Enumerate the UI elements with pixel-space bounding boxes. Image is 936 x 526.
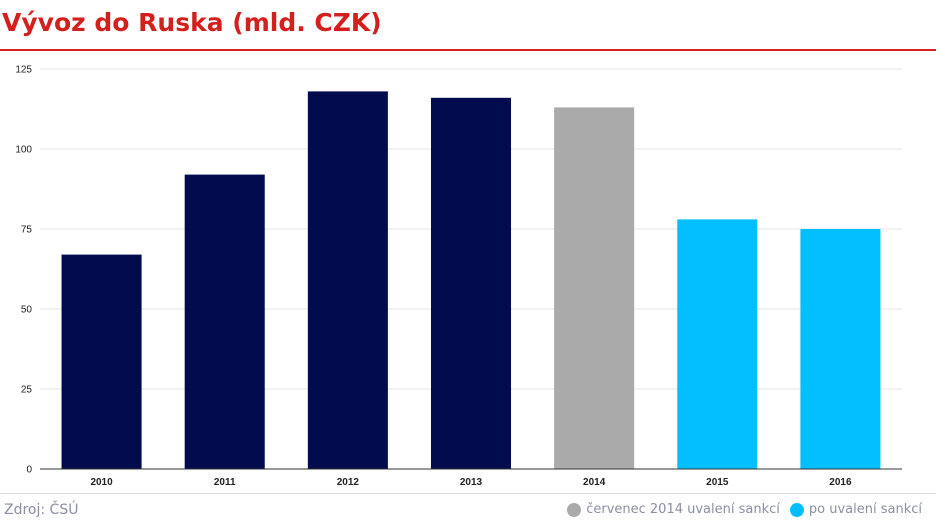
bar-2012 xyxy=(307,91,388,470)
x-tick-label-2015: 2015 xyxy=(706,477,729,488)
bar-2011 xyxy=(184,174,265,469)
y-tick-label: 25 xyxy=(21,385,33,396)
legend-swatch-blue xyxy=(789,502,804,517)
bar-2010 xyxy=(61,254,142,469)
y-tick-label: 100 xyxy=(15,145,32,156)
y-tick-label: 50 xyxy=(21,305,33,316)
legend-item-after-sanctions: po uvalení sankcí xyxy=(789,502,922,517)
legend-item-july-2014: červenec 2014 uvalení sankcí xyxy=(567,502,780,517)
source-note: Zdroj: ČSÚ xyxy=(4,502,79,518)
x-tick-label-2014: 2014 xyxy=(583,477,606,488)
x-tick-label-2011: 2011 xyxy=(214,477,236,488)
legend-label-july-2014: červenec 2014 uvalení sankcí xyxy=(586,502,780,517)
bar-2016 xyxy=(800,229,881,469)
footer-divider xyxy=(0,493,936,494)
x-axis-ticks: 2010 2011 2012 2013 2014 2015 2016 xyxy=(90,477,852,488)
legend: červenec 2014 uvalení sankcí po uvalení … xyxy=(567,502,922,517)
legend-label-after-sanctions: po uvalení sankcí xyxy=(808,502,922,517)
bar-2014 xyxy=(554,107,635,470)
y-axis-ticks: 0 25 50 75 100 125 xyxy=(15,65,32,476)
x-tick-label-2013: 2013 xyxy=(460,477,483,488)
title-divider xyxy=(0,49,936,51)
y-tick-label: 75 xyxy=(21,225,33,236)
y-tick-label: 125 xyxy=(15,65,32,76)
bar-2013 xyxy=(430,97,512,470)
bars xyxy=(61,91,881,470)
chart-title: Vývoz do Ruska (mld. CZK) xyxy=(2,8,382,37)
x-tick-label-2016: 2016 xyxy=(829,477,852,488)
legend-swatch-gray xyxy=(567,502,582,517)
y-tick-label: 0 xyxy=(26,465,32,476)
bar-2015 xyxy=(677,219,758,469)
x-tick-label-2012: 2012 xyxy=(337,477,360,488)
x-tick-label-2010: 2010 xyxy=(90,477,113,488)
